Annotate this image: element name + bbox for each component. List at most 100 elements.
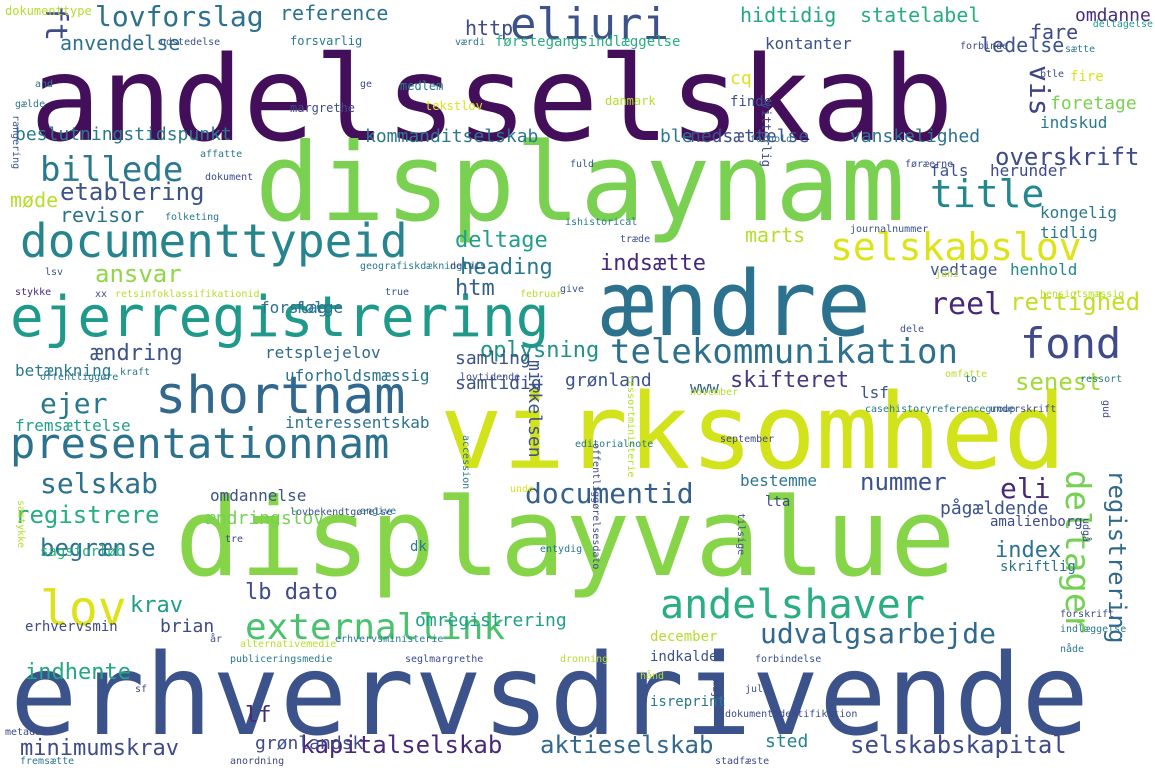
word-forbinde: forbinde [960,41,1009,52]
word-omregistrering: omregistrering [415,610,567,631]
word-isreprint: isreprint [650,694,726,710]
word-aendringslov: ændringslov [205,508,325,529]
word-folketing: folketing [165,212,220,223]
word-reference: reference [280,1,389,25]
word-hidtidig: hidtidig [740,3,837,27]
word-fond: fond [1020,319,1122,368]
word-cq: cq [730,68,752,89]
word-forskrift: forskrift [1060,609,1115,620]
word-forhold: forhold [750,134,793,145]
word-november: november [690,387,739,398]
word-finde: finde [730,94,773,110]
word-indkalde: indkalde [650,649,718,665]
word-index: index [995,538,1062,563]
word-dokument: dokument [205,172,254,183]
word-sf: sf [135,684,148,695]
word-offentliggore: offentliggøre [40,372,119,383]
word-fremsaettelse: fremsættelse [15,416,131,435]
word-nedsaettelse: nedsættelse [690,126,810,147]
word-lov: lov [40,581,127,637]
word-medlem: medlem [400,79,444,93]
word-accession: accession [460,435,471,490]
word-rettighed: rettighed [1010,288,1141,316]
word-margrethe: margrethe [290,101,356,115]
word-ejerregistrering: ejerregistrering [10,285,550,350]
word-ble: ble [660,126,693,147]
word-lovtidende: lovtidende [460,372,521,383]
word-tidlig: tidlig [1040,223,1098,242]
word-gud: gud [1100,400,1111,419]
word-folge: følge [295,298,344,317]
word-kraft: kraft [120,367,151,378]
word-indlaeggelse: indlæggelse [1060,624,1127,635]
word-andelsselskab: andelsselskab [30,30,954,168]
word-documentid: documentid [525,477,694,510]
word-indhente: indhente [25,660,131,685]
word-skifteret: skifteret [730,368,850,393]
word-eli: eli [1000,472,1051,505]
word-virksomhed: virksomhed [440,371,1067,493]
word-reel: reel [930,287,1003,322]
word-angive: angive [360,506,397,517]
word-indskud: indskud [1040,113,1108,132]
word-billede: billede [40,150,184,190]
word-brian: brian [160,616,215,637]
word-februar: februar [520,289,563,300]
word-pagaeldende: pågældende [940,498,1049,519]
word-nade: nåde [1060,644,1085,655]
word-juni: juni [935,269,960,280]
word-marts: marts [745,223,806,247]
word-anvendelse: anvendelse [60,31,181,55]
word-btle: btle [1040,69,1065,80]
word-interessentskab: interessentskab [285,413,430,432]
word-casehistoryreferencegroup: casehistoryreferencegroup [865,404,1016,415]
word-tekstlov: tekstlov [425,99,483,113]
word-vaerdi: værdi [455,37,486,48]
word-anordning: anordning [230,756,285,767]
word-ressort: ressort [1080,374,1123,385]
word-journalnummer: journalnummer [850,224,929,235]
word-lf: lf [245,703,272,728]
word-overskrift: overskrift [995,143,1140,171]
word-fire: fire [1070,69,1104,85]
word-fremsaette: fremsætte [20,756,75,767]
word-kontanter: kontanter [765,34,852,53]
word-deltage: deltage [455,228,548,253]
word-ressortministerie: ressortministerie [625,375,636,478]
word-danmark: danmark [605,94,656,108]
word-selskab: selskab [40,467,159,500]
word-give: give [560,284,585,295]
word-forbindelse: forbindelse [755,654,822,665]
word-ansvar: ansvar [95,260,182,288]
word-aendring: ændring [90,341,183,366]
word-mikkelsen: mikkelsen [524,360,545,458]
word-foraeerne: føræerne [905,159,954,170]
word-gronland: grønland [565,370,652,391]
word-documenttypeid: documenttypeid [20,214,408,268]
word-betaenkning: betænkning [15,361,112,380]
word-kapitalselskab: kapitalselskab [300,731,503,759]
word-alternativemedie: alternativemedie [240,639,337,650]
word-lsv: lsv [45,267,64,278]
word-stadfaeste: stadfæste [715,756,770,767]
word-maj: maj [710,680,721,699]
word-dk: dk [410,539,427,555]
word-ar: år [210,634,223,645]
word-geografiskdaekningid: geografiskdækningid [360,261,475,272]
word-ge: ge [360,79,373,90]
word-etablering: etablering [60,178,205,206]
word-statelabel: statelabel [860,3,981,27]
word-metadata: metadata [5,727,54,738]
word-htm: htm [455,276,495,301]
word-telekommunikation: telekommunikation [610,332,958,372]
word-title: title [930,172,1045,216]
word-september: september [720,434,775,445]
word-erhvervsministerie: erhvervsministerie [335,634,444,645]
word-dokumentidentifikation: dokumentidentifikation [725,709,858,720]
word-eliuri: eliuri [510,0,669,50]
word-ishistorical: ishistorical [565,217,638,228]
word-samling: samling [455,348,531,369]
word-stykke: stykke [15,287,52,298]
word-gronlandsk: grønlandsk [255,733,364,754]
